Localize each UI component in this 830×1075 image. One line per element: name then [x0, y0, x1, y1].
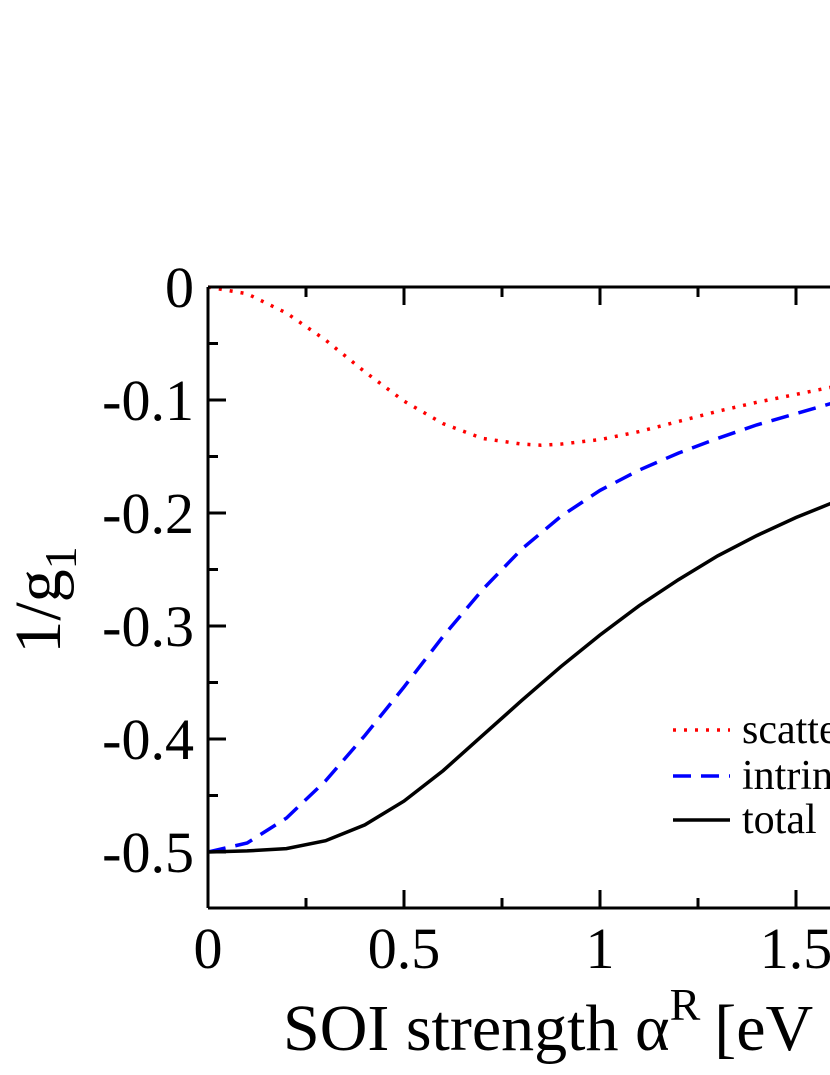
- legend-label-0: scatte: [742, 707, 830, 753]
- x-tick-label-0: 0: [194, 916, 223, 981]
- y-tick-label-1: -0.1: [102, 368, 194, 433]
- axes: [206, 285, 830, 910]
- x-axis-title: SOI strength αR [eV: [283, 979, 813, 1065]
- x-tick-label-2: 1: [586, 916, 615, 981]
- plot-lines: [208, 285, 830, 854]
- legend-label-1: intrin: [742, 753, 830, 799]
- y-tick-label-2: -0.2: [102, 481, 194, 546]
- y-tick-label-4: -0.4: [102, 707, 194, 772]
- x-tick-label-3: 1.5: [760, 916, 830, 981]
- series-line-0: [208, 285, 830, 447]
- series-line-2: [208, 501, 830, 854]
- series-line-1: [208, 401, 830, 854]
- tick-labels: 0 0.5 1 1.5 0 -0.1 -0.2 -0.3 -0.4 -0.5: [102, 255, 830, 981]
- legend-label-2: total: [742, 797, 817, 843]
- y-tick-label-5: -0.5: [102, 820, 194, 885]
- y-tick-label-0: 0: [165, 255, 194, 320]
- y-tick-label-3: -0.3: [102, 594, 194, 659]
- y-axis-title: 1/g1: [2, 546, 86, 653]
- x-tick-label-1: 0.5: [368, 916, 441, 981]
